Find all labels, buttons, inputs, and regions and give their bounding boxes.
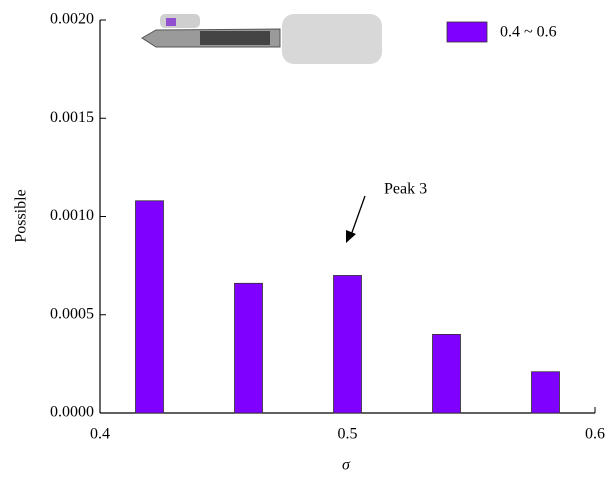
debris-marker [166,18,176,26]
y-tick-label: 0.0020 [50,11,94,28]
bar [135,200,164,414]
y-tick-label: 0.0010 [50,207,94,224]
bar [531,371,560,414]
legend-swatch [446,21,488,43]
x-tick-label: 0.5 [338,426,358,443]
y-tick-label: 0.0015 [50,109,94,126]
bar [234,282,263,414]
x-tick-label: 0.6 [585,426,605,443]
y-tick-label: 0.0000 [50,404,94,421]
debris [282,14,382,64]
bar [432,333,461,414]
y-tick-label: 0.0005 [50,305,94,322]
y-axis-label: Possible [13,189,30,242]
annotation-arrow [349,195,366,239]
projectile-body [200,31,270,45]
x-tick-label: 0.4 [90,426,110,443]
inset-image [141,14,382,64]
x-axis-label: σ [342,457,351,474]
annotation: Peak 3 [384,181,427,198]
bar [333,275,362,414]
arrow-head [346,230,356,243]
legend-label: 0.4 ~ 0.6 [500,24,557,41]
